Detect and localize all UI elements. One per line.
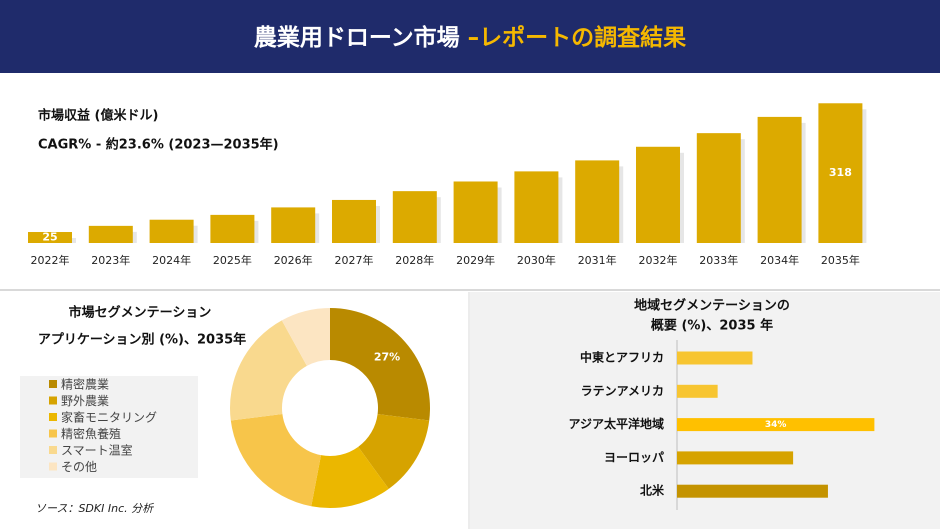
header-title: 農業用ドローン市場 –レポートの調査結果 bbox=[254, 24, 686, 51]
legend-swatch bbox=[49, 413, 57, 421]
data-label: 27% bbox=[374, 351, 400, 364]
bar bbox=[514, 171, 559, 243]
x-tick-label: 2035年 bbox=[821, 253, 860, 267]
x-tick-label: 2032年 bbox=[639, 253, 678, 267]
donut-slice bbox=[358, 414, 430, 489]
legend-label: 野外農業 bbox=[61, 394, 109, 408]
header-band bbox=[0, 0, 940, 73]
bar bbox=[677, 384, 718, 398]
donut-slice bbox=[229, 320, 307, 421]
legend-label: 精密魚養殖 bbox=[61, 426, 121, 441]
bar bbox=[332, 199, 376, 243]
bar bbox=[392, 191, 437, 243]
data-label: 34% bbox=[765, 420, 787, 430]
data-label: 318 bbox=[829, 166, 852, 179]
chart-title: 概要 (%)、2035 年 bbox=[651, 318, 773, 334]
legend-swatch bbox=[49, 380, 57, 388]
bar bbox=[696, 133, 741, 243]
y-tick-label: 北米 bbox=[640, 483, 665, 498]
legend-swatch bbox=[49, 396, 57, 405]
bar bbox=[636, 146, 680, 243]
title-highlight: –レポートの調査結果 bbox=[468, 24, 687, 51]
bar bbox=[88, 225, 133, 243]
donut-slice bbox=[230, 414, 322, 507]
legend-swatch bbox=[49, 462, 57, 471]
chart-title: 地域セグメンテーションの bbox=[634, 298, 790, 314]
chart-subtitle: CAGR% - 約23.6% (2023—2035年) bbox=[38, 137, 279, 153]
donut-slice bbox=[281, 308, 330, 366]
x-tick-label: 2033年 bbox=[699, 253, 738, 267]
legend-swatch bbox=[49, 429, 57, 438]
bar bbox=[149, 219, 194, 243]
legend-box bbox=[20, 376, 198, 478]
bar bbox=[210, 214, 255, 243]
legend-label: 家畜モニタリング bbox=[61, 410, 157, 425]
source: ソース：SDKI Inc. 分析 bbox=[35, 502, 155, 515]
data-label: 25 bbox=[42, 231, 57, 244]
chart-title: アプリケーション別 (%)、2035年 bbox=[38, 332, 246, 348]
legend-label: その他 bbox=[61, 460, 97, 474]
bar bbox=[677, 451, 794, 465]
bar bbox=[575, 160, 620, 243]
donut-slice bbox=[330, 308, 430, 421]
x-tick-label: 2029年 bbox=[456, 253, 495, 267]
bar bbox=[677, 351, 753, 365]
chart-title: 市場セグメンテーション bbox=[69, 305, 212, 321]
bar bbox=[818, 103, 863, 243]
legend-label: スマート温室 bbox=[61, 443, 133, 458]
bar bbox=[677, 418, 875, 432]
donut-slice bbox=[311, 446, 389, 508]
x-tick-label: 2031年 bbox=[578, 253, 617, 267]
y-tick-label: ヨーロッパ bbox=[604, 450, 664, 464]
chart-title: 市場収益 (億米ドル) bbox=[38, 108, 158, 124]
x-tick-label: 2027年 bbox=[335, 253, 374, 267]
x-tick-label: 2024年 bbox=[152, 253, 191, 267]
bar bbox=[271, 207, 316, 243]
y-tick-label: ラテンアメリカ bbox=[581, 384, 664, 398]
title-main: 農業用ドローン市場 bbox=[254, 24, 468, 51]
bar bbox=[28, 232, 72, 243]
x-tick-label: 2030年 bbox=[517, 253, 556, 267]
x-tick-label: 2026年 bbox=[274, 253, 313, 267]
x-tick-label: 2022年 bbox=[31, 253, 70, 267]
legend-swatch bbox=[49, 446, 57, 454]
x-tick-label: 2023年 bbox=[91, 253, 130, 267]
x-tick-label: 2028年 bbox=[395, 253, 434, 267]
legend-label: 精密農業 bbox=[61, 377, 109, 392]
y-tick-label: アジア太平洋地域 bbox=[568, 416, 664, 431]
x-tick-label: 2025年 bbox=[213, 253, 252, 267]
bar bbox=[453, 181, 498, 243]
y-tick-label: 中東とアフリカ bbox=[580, 350, 664, 365]
bar bbox=[677, 484, 828, 498]
x-tick-label: 2034年 bbox=[760, 253, 799, 267]
bar bbox=[757, 116, 802, 243]
